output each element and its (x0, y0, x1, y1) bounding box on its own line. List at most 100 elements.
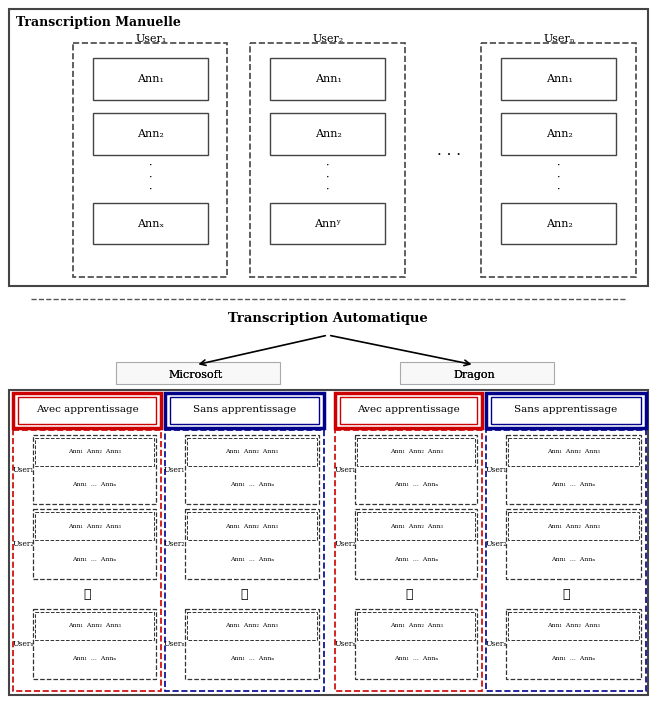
Bar (250, 43, 405, 277)
Text: Ann₁  ...  Annₙ: Ann₁ ... Annₙ (72, 657, 116, 662)
Text: Ann₁  Ann₂  Ann₃: Ann₁ Ann₂ Ann₃ (68, 524, 121, 529)
Text: Microsoft: Microsoft (168, 370, 223, 380)
Bar (509, 612, 639, 640)
Text: Dragon: Dragon (453, 370, 495, 380)
Text: Ann₁  Ann₂  Ann₃: Ann₁ Ann₂ Ann₃ (68, 449, 121, 454)
Bar (482, 43, 636, 277)
Text: Annʸ: Annʸ (315, 219, 342, 228)
Bar (73, 43, 227, 277)
Text: ⋮: ⋮ (240, 588, 248, 600)
Bar (34, 609, 156, 678)
Text: Ann₁  ...  Annₙ: Ann₁ ... Annₙ (72, 557, 116, 562)
Bar (185, 609, 319, 678)
Text: Ann₁  Ann₂  Ann₃: Ann₁ Ann₂ Ann₃ (225, 624, 279, 628)
Text: Sans apprentissage: Sans apprentissage (193, 405, 296, 414)
Text: User₂: User₂ (334, 540, 355, 548)
Text: Userₙ: Userₙ (486, 640, 507, 648)
Text: Ann₁  Ann₂  Ann₃: Ann₁ Ann₂ Ann₃ (547, 624, 600, 628)
Text: Ann₁  ...  Annₙ: Ann₁ ... Annₙ (394, 557, 438, 562)
Bar (270, 202, 385, 245)
Text: ·
·
·: · · · (327, 161, 330, 194)
Text: Transcription Manuelle: Transcription Manuelle (16, 15, 181, 29)
Text: Userₙ: Userₙ (334, 640, 355, 648)
Text: Ann₁  ...  Annₙ: Ann₁ ... Annₙ (551, 557, 595, 562)
Text: Ann₁  ...  Annₙ: Ann₁ ... Annₙ (72, 482, 116, 487)
Text: Ann₁  Ann₂  Ann₃: Ann₁ Ann₂ Ann₃ (390, 624, 443, 628)
Text: Ann₁: Ann₁ (137, 74, 164, 84)
Text: User₂: User₂ (164, 540, 185, 548)
Bar (93, 113, 208, 155)
Text: Userₙ: Userₙ (12, 640, 34, 648)
Text: User₁: User₁ (164, 465, 185, 474)
Bar (507, 609, 641, 678)
Text: User₁: User₁ (135, 34, 166, 44)
Text: Ann₂: Ann₂ (315, 129, 342, 139)
Bar (185, 510, 319, 579)
Bar (13, 430, 161, 690)
Text: User₂: User₂ (12, 540, 34, 548)
Bar (187, 438, 317, 465)
Bar (13, 393, 161, 427)
Text: Ann₁  Ann₂  Ann₃: Ann₁ Ann₂ Ann₃ (225, 449, 279, 454)
Text: Ann₁  ...  Annₙ: Ann₁ ... Annₙ (230, 657, 274, 662)
Bar (165, 430, 324, 690)
Text: Ann₁  Ann₂  Ann₃: Ann₁ Ann₂ Ann₃ (547, 449, 600, 454)
Text: Ann₁  Ann₂  Ann₃: Ann₁ Ann₂ Ann₃ (390, 524, 443, 529)
Text: User₁: User₁ (12, 465, 34, 474)
Text: Dragon: Dragon (453, 370, 495, 380)
Text: Ann₁  ...  Annₙ: Ann₁ ... Annₙ (230, 482, 274, 487)
Bar (270, 58, 385, 100)
Bar (35, 512, 154, 540)
Text: Avec apprentissage: Avec apprentissage (357, 405, 460, 414)
Bar (507, 510, 641, 579)
Text: ⋮: ⋮ (405, 588, 413, 600)
Bar (486, 430, 646, 690)
Bar (355, 609, 478, 678)
Text: Ann₂: Ann₂ (545, 129, 572, 139)
Bar (18, 396, 156, 424)
Bar (357, 512, 476, 540)
Bar (9, 9, 648, 286)
Text: Microsoft: Microsoft (168, 370, 223, 380)
Text: Ann₁  ...  Annₙ: Ann₁ ... Annₙ (551, 482, 595, 487)
Text: Ann₁  ...  Annₙ: Ann₁ ... Annₙ (394, 482, 438, 487)
Text: Userₙ: Userₙ (543, 34, 575, 44)
Bar (335, 430, 482, 690)
Text: Ann₁  Ann₂  Ann₃: Ann₁ Ann₂ Ann₃ (390, 449, 443, 454)
Text: Ann₁  Ann₂  Ann₃: Ann₁ Ann₂ Ann₃ (68, 624, 121, 628)
Bar (35, 612, 154, 640)
Text: User₁: User₁ (334, 465, 355, 474)
Bar (340, 396, 478, 424)
Text: Ann₁: Ann₁ (315, 74, 342, 84)
Text: Ann₁  ...  Annₙ: Ann₁ ... Annₙ (230, 557, 274, 562)
Text: Ann₁  ...  Annₙ: Ann₁ ... Annₙ (551, 657, 595, 662)
Text: ⋮: ⋮ (83, 588, 91, 600)
Bar (34, 510, 156, 579)
Text: User₂: User₂ (312, 34, 344, 44)
Bar (399, 362, 554, 384)
Bar (501, 58, 616, 100)
Text: Ann₂: Ann₂ (137, 129, 164, 139)
Bar (501, 113, 616, 155)
Text: . . .: . . . (438, 144, 461, 157)
Bar (187, 512, 317, 540)
Text: Annₓ: Annₓ (137, 219, 164, 228)
Text: Ann₁: Ann₁ (545, 74, 572, 84)
Text: ·
·
·: · · · (557, 161, 561, 194)
Bar (357, 438, 476, 465)
Bar (93, 58, 208, 100)
Bar (501, 202, 616, 245)
Text: ⋮: ⋮ (562, 588, 570, 600)
Bar (185, 434, 319, 504)
Bar (507, 434, 641, 504)
Bar (187, 612, 317, 640)
Text: User₁: User₁ (486, 465, 507, 474)
Bar (170, 396, 319, 424)
Bar (335, 393, 482, 427)
Bar (34, 434, 156, 504)
Bar (165, 393, 324, 427)
Bar (509, 438, 639, 465)
Bar (355, 510, 478, 579)
Text: Ann₁  ...  Annₙ: Ann₁ ... Annₙ (394, 657, 438, 662)
Text: Transcription Automatique: Transcription Automatique (228, 311, 428, 325)
